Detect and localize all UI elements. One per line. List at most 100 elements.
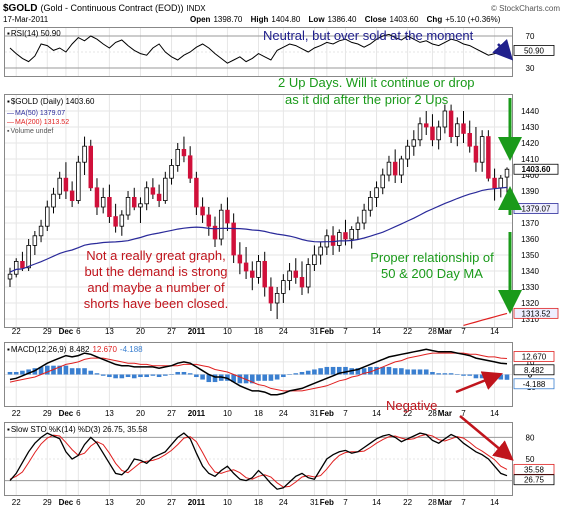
x-tick-label: 22 xyxy=(403,327,412,336)
macd-hist-bar xyxy=(368,366,373,375)
candle-up xyxy=(169,164,174,179)
candle-down xyxy=(448,110,454,138)
macd-hist-bar xyxy=(156,374,162,378)
candle-down xyxy=(88,145,94,189)
x-tick-label: 22 xyxy=(12,498,21,507)
x-tick-label: 10 xyxy=(223,327,232,336)
candle-up xyxy=(479,136,485,163)
macd-hist-bar xyxy=(454,374,460,375)
y-tick-label-price: 1370 xyxy=(521,219,539,228)
candle-up xyxy=(349,228,354,240)
annotation-negative: Negative xyxy=(386,398,437,413)
macd-hist-bar xyxy=(243,374,249,384)
candle-up xyxy=(82,145,87,163)
svg-text:1403.60: 1403.60 xyxy=(522,165,551,174)
candle-up xyxy=(337,232,342,246)
candle-up xyxy=(368,196,373,211)
x-tick-label: 27 xyxy=(167,498,176,507)
macd-legend: ▪MACD(12,26,9) 8.482 12.670 -4.188 xyxy=(7,345,143,354)
macd-hist-bar xyxy=(318,368,323,375)
candle-up xyxy=(417,123,423,141)
candle-up xyxy=(32,235,38,246)
macd-hist-bar xyxy=(268,374,274,381)
candle-up xyxy=(355,222,361,230)
y-tick-label-rsi: 70 xyxy=(526,32,535,41)
y-tick-label-price: 1350 xyxy=(521,251,539,260)
x-tick-label: 29 xyxy=(43,327,52,336)
x-tick-label: 18 xyxy=(254,327,263,336)
candle-down xyxy=(492,177,497,189)
candle-up xyxy=(312,254,317,266)
candle-up xyxy=(51,193,56,208)
x-tick-label: 14 xyxy=(490,498,499,507)
sto-legend: ▪Slow STO %K(14) %D(3) 26.75, 35.58 xyxy=(7,425,148,434)
macd-hist-bar xyxy=(405,369,410,375)
macd-hist-bar xyxy=(448,373,454,375)
annotation-left-1: Not a really great graph, xyxy=(86,248,225,263)
header-ohlc: Open 1398.70 High 1404.80 Low 1386.40 Close… xyxy=(190,15,501,24)
macd-flag-0: 12.670 xyxy=(513,351,555,362)
annotation-ma-2: 50 & 200 Day MA xyxy=(381,266,483,281)
y-tick-label-price: 1360 xyxy=(521,235,539,244)
macd-hist-bar xyxy=(336,366,342,375)
macd-hist-bar xyxy=(374,366,379,375)
macd-panel-frame xyxy=(4,342,513,407)
price-flag-2: 1313.52 xyxy=(513,307,559,319)
candle-down xyxy=(187,155,193,179)
x-tick-label: 24 xyxy=(279,498,288,507)
x-tick-label: 28 xyxy=(428,327,437,336)
macd-hist-bar xyxy=(256,374,261,381)
annotation-ma-1: Proper relationship of xyxy=(370,250,494,265)
indicator-lines xyxy=(9,33,508,490)
candle-up xyxy=(504,168,510,178)
price-legend-title: ▪$GOLD (Daily) 1403.60 xyxy=(7,97,95,106)
macd-hist-bar xyxy=(100,374,106,376)
macd-hist-bar xyxy=(473,374,479,379)
y-tick-label-price: 1410 xyxy=(521,155,539,164)
y-tick-label-rsi: 30 xyxy=(526,64,535,73)
sto-flag-0: 35.58 xyxy=(513,463,555,475)
svg-text:26.75: 26.75 xyxy=(524,476,545,485)
svg-text:35.58: 35.58 xyxy=(524,465,545,474)
macd-hist-bar xyxy=(94,373,100,375)
macd-hist-bar xyxy=(305,370,311,375)
macd-hist-bar xyxy=(312,369,317,375)
ma50-legend: —MA(50) 1379.07 xyxy=(7,110,65,117)
macd-hist-bar xyxy=(343,366,348,375)
macd-hist-bar xyxy=(119,374,125,379)
x-tick-label: Dec xyxy=(59,498,74,507)
candle-up xyxy=(144,187,149,205)
macd-hist-bar xyxy=(163,374,168,376)
macd-hist-bar xyxy=(461,374,466,376)
x-tick-label: 31 xyxy=(310,409,319,418)
svg-text:12.670: 12.670 xyxy=(522,352,547,361)
arrow-macd xyxy=(455,371,503,394)
candle-down xyxy=(486,136,491,179)
svg-text:-4.188: -4.188 xyxy=(523,380,546,389)
macd-hist-bar xyxy=(82,368,87,375)
macd-hist-bar xyxy=(38,366,44,375)
macd-hist-bar xyxy=(392,368,398,375)
macd-hist-bar xyxy=(169,374,174,375)
annotations: Neutral, but over sold at the moment 2 U… xyxy=(84,28,522,461)
y-tick-label-sto: 80 xyxy=(526,433,535,442)
candle-up xyxy=(45,206,50,227)
candle-down xyxy=(231,222,236,256)
x-tick-label: 7 xyxy=(343,409,348,418)
candle-up xyxy=(138,203,143,208)
candle-up xyxy=(380,174,385,189)
y-tick-label-price: 1400 xyxy=(521,171,539,180)
candle-up xyxy=(163,177,168,201)
candle-down xyxy=(212,225,218,240)
x-tick-label: 20 xyxy=(136,498,145,507)
y-tick-label-sto: 50 xyxy=(526,455,535,464)
x-tick-label: 18 xyxy=(254,409,263,418)
macd-hist-bar xyxy=(69,368,75,375)
x-tick-label: Feb xyxy=(320,327,334,336)
svg-text:1379.07: 1379.07 xyxy=(522,204,551,213)
macd-hist-bar xyxy=(386,366,392,375)
candle-up xyxy=(399,158,404,176)
y-tick-label-price: 1440 xyxy=(521,107,539,116)
x-tick-label: 2011 xyxy=(188,327,206,336)
